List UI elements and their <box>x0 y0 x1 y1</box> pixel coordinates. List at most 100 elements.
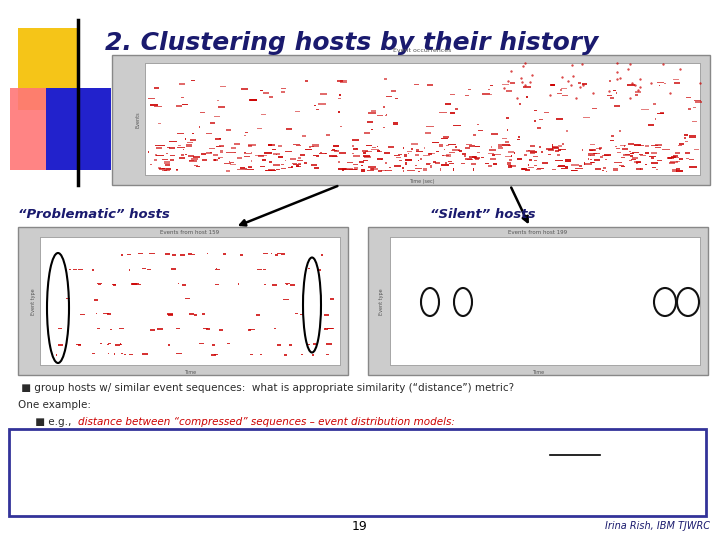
Bar <box>630 153 634 154</box>
Bar <box>367 170 374 171</box>
Bar <box>388 146 395 147</box>
Bar <box>338 111 340 113</box>
Bar <box>477 124 479 125</box>
Bar <box>312 144 319 146</box>
Bar <box>605 159 607 160</box>
Bar <box>192 158 198 160</box>
Bar <box>407 151 412 152</box>
Bar <box>642 109 649 110</box>
Text: 19: 19 <box>352 519 368 532</box>
Bar <box>549 84 554 86</box>
Bar <box>227 343 230 345</box>
Bar <box>474 157 480 159</box>
Bar <box>284 354 287 356</box>
Bar <box>572 164 579 166</box>
Bar <box>638 145 644 146</box>
Bar <box>676 170 683 172</box>
Bar <box>593 153 600 154</box>
Bar <box>439 144 444 147</box>
Bar <box>402 167 404 169</box>
FancyBboxPatch shape <box>9 429 706 516</box>
Bar <box>192 254 194 255</box>
Bar <box>278 157 282 158</box>
Bar <box>506 117 508 119</box>
Bar <box>442 155 449 156</box>
Bar <box>523 114 528 115</box>
Bar <box>528 150 535 151</box>
Bar <box>107 313 111 315</box>
Bar <box>455 107 458 110</box>
Bar <box>472 156 477 158</box>
Text: (e),: (e), <box>117 463 138 473</box>
Bar <box>215 284 219 285</box>
Bar <box>298 163 300 164</box>
Bar <box>120 343 122 345</box>
Bar <box>672 79 680 80</box>
Bar <box>346 162 354 163</box>
Bar <box>366 121 373 123</box>
Text: One example:: One example: <box>18 400 91 410</box>
Bar <box>136 284 139 285</box>
Bar <box>599 148 600 150</box>
Bar <box>685 97 690 98</box>
Bar <box>384 152 390 154</box>
Bar <box>352 145 354 147</box>
Bar <box>617 152 621 153</box>
Bar <box>150 329 156 330</box>
Bar <box>200 112 205 113</box>
Bar <box>571 170 578 171</box>
Text: 1: 1 <box>508 455 513 461</box>
Text: ■ e.g.,: ■ e.g., <box>32 417 78 427</box>
Bar <box>481 157 484 158</box>
Bar <box>656 169 658 171</box>
Bar <box>129 354 133 355</box>
Bar <box>248 144 256 146</box>
Bar <box>392 90 397 92</box>
Bar <box>226 129 231 131</box>
Bar <box>320 93 327 94</box>
Bar <box>176 353 182 354</box>
Bar <box>158 167 161 170</box>
Bar <box>652 145 658 146</box>
Bar <box>459 150 462 152</box>
Bar <box>158 145 165 146</box>
Bar <box>318 104 325 105</box>
Bar <box>216 146 222 147</box>
Bar <box>338 152 346 154</box>
Bar <box>317 269 321 271</box>
Bar <box>415 168 422 169</box>
Bar <box>356 147 357 149</box>
Bar <box>679 144 684 145</box>
Bar <box>453 168 454 171</box>
Bar <box>167 147 170 148</box>
Bar <box>91 269 94 271</box>
Bar <box>272 284 277 286</box>
Bar <box>354 145 356 146</box>
Bar <box>467 89 471 90</box>
Bar <box>248 166 252 167</box>
Bar <box>566 130 567 132</box>
Bar <box>678 158 683 160</box>
Bar <box>176 169 178 171</box>
Bar <box>353 164 359 165</box>
Bar <box>349 168 357 170</box>
Bar <box>490 158 496 160</box>
Bar <box>493 164 498 165</box>
Bar <box>323 328 328 330</box>
Bar <box>603 154 611 156</box>
Bar <box>166 153 168 154</box>
Bar <box>325 354 329 355</box>
Bar <box>487 153 494 154</box>
Bar <box>518 139 521 140</box>
Bar <box>326 343 332 345</box>
Bar <box>264 284 266 285</box>
Bar <box>590 159 592 160</box>
Bar <box>244 152 246 153</box>
Bar <box>636 163 638 164</box>
Bar <box>505 141 509 143</box>
Bar <box>660 112 664 113</box>
Bar <box>344 153 352 154</box>
Bar <box>541 151 543 153</box>
Bar <box>277 345 281 346</box>
Bar <box>142 353 148 355</box>
